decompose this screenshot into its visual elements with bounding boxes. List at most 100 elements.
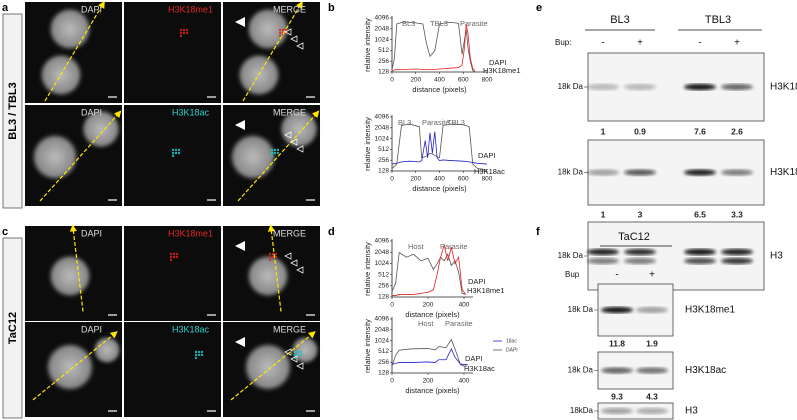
band	[684, 248, 716, 256]
x-axis-title: distance (pixels)	[405, 386, 460, 395]
signal	[171, 154, 175, 158]
y-tick-label: 4096	[375, 114, 390, 121]
profile-line	[391, 21, 476, 73]
signal	[169, 255, 173, 259]
band	[721, 83, 753, 91]
annotation: Host	[418, 319, 434, 328]
signal	[177, 148, 181, 152]
signal	[276, 148, 280, 152]
size-marker: 18k Da	[568, 366, 594, 375]
series-label: H3K18me1	[483, 66, 521, 75]
band	[624, 169, 656, 176]
annotation: Parasite	[440, 242, 468, 251]
band	[587, 248, 619, 256]
arrowhead-open	[296, 266, 304, 274]
signal	[270, 154, 274, 158]
quantification: 1	[601, 209, 606, 219]
band	[601, 367, 633, 374]
signal	[179, 31, 183, 35]
profile-arrow	[242, 0, 303, 102]
blot-name: H3	[770, 251, 783, 262]
nucleus	[93, 336, 121, 364]
signal	[177, 151, 181, 155]
band	[684, 169, 716, 176]
channel-label: MERGE	[273, 324, 306, 334]
band	[721, 257, 753, 265]
profile-arrow	[39, 110, 122, 202]
signal	[274, 252, 278, 256]
signal	[194, 350, 198, 354]
signal	[296, 353, 300, 357]
treatment: +	[637, 38, 643, 49]
y-tick-label: 2048	[375, 125, 390, 132]
band	[684, 83, 716, 91]
channel-label: DAPI	[81, 228, 102, 238]
x-tick-label: 400	[434, 176, 445, 183]
blot	[587, 221, 765, 291]
signal	[270, 148, 274, 152]
legend-label: 18ac	[506, 338, 517, 344]
y-tick-label: 512	[378, 348, 389, 355]
signal	[182, 28, 186, 32]
group-label: BL3	[610, 14, 630, 26]
profile-line	[392, 243, 467, 296]
signal	[299, 350, 303, 354]
band	[624, 248, 656, 256]
profile-arrow	[32, 331, 118, 401]
signal	[172, 252, 176, 256]
quantification: 3.3	[731, 209, 743, 219]
signal	[172, 255, 176, 259]
channel-label: MERGE	[273, 107, 306, 117]
x-tick-label: 0	[390, 378, 394, 385]
treatment-label: Bup	[565, 270, 580, 279]
annotation: Parasite	[445, 319, 473, 328]
y-tick-label: 1024	[375, 260, 390, 267]
channel-label: H3K18me1	[168, 4, 213, 14]
nucleus	[246, 7, 290, 51]
treatment: -	[698, 38, 701, 49]
group-label: TBL3	[705, 14, 731, 26]
y-tick-label: 4096	[375, 15, 390, 22]
micrograph	[124, 322, 221, 417]
row-label: TaC12	[7, 312, 19, 344]
annotation: BL3	[398, 118, 411, 127]
signal	[273, 151, 277, 155]
micrograph	[124, 226, 221, 321]
quantification: 7.6	[694, 126, 706, 136]
y-axis-title: relative intensity	[363, 117, 372, 171]
arrowhead-open	[296, 42, 304, 50]
profile-line	[391, 251, 466, 295]
x-axis-title: distance (pixels)	[412, 184, 467, 193]
signal	[174, 148, 178, 152]
nucleus	[246, 254, 290, 298]
y-tick-label: 1024	[375, 36, 390, 43]
size-marker: 18k Da	[558, 251, 584, 260]
x-tick-label: 0	[390, 176, 394, 183]
signal	[179, 34, 183, 38]
band	[601, 306, 633, 314]
signal	[194, 356, 198, 360]
series-label: H3K18me1	[467, 286, 505, 295]
y-axis-title: relative intensity	[363, 319, 372, 373]
x-tick-label: 400	[459, 302, 470, 309]
nucleus	[31, 133, 79, 181]
signal	[185, 28, 189, 32]
signal	[268, 252, 272, 256]
quantification: 11.8	[609, 338, 625, 348]
signal	[179, 28, 183, 32]
signal	[278, 28, 282, 32]
signal	[268, 255, 272, 259]
nucleus	[229, 133, 277, 181]
profile-arrow	[237, 110, 320, 202]
band	[636, 407, 668, 415]
y-tick-label: 128	[378, 168, 389, 175]
profile-line	[391, 123, 488, 170]
band	[636, 306, 668, 314]
x-tick-label: 400	[434, 77, 445, 84]
channel-label: MERGE	[273, 4, 306, 14]
x-tick-label: 600	[458, 77, 469, 84]
treatment: +	[734, 38, 740, 49]
row-label: BL3 / TBL3	[7, 82, 19, 139]
treatment-label: Bup:	[555, 38, 571, 47]
